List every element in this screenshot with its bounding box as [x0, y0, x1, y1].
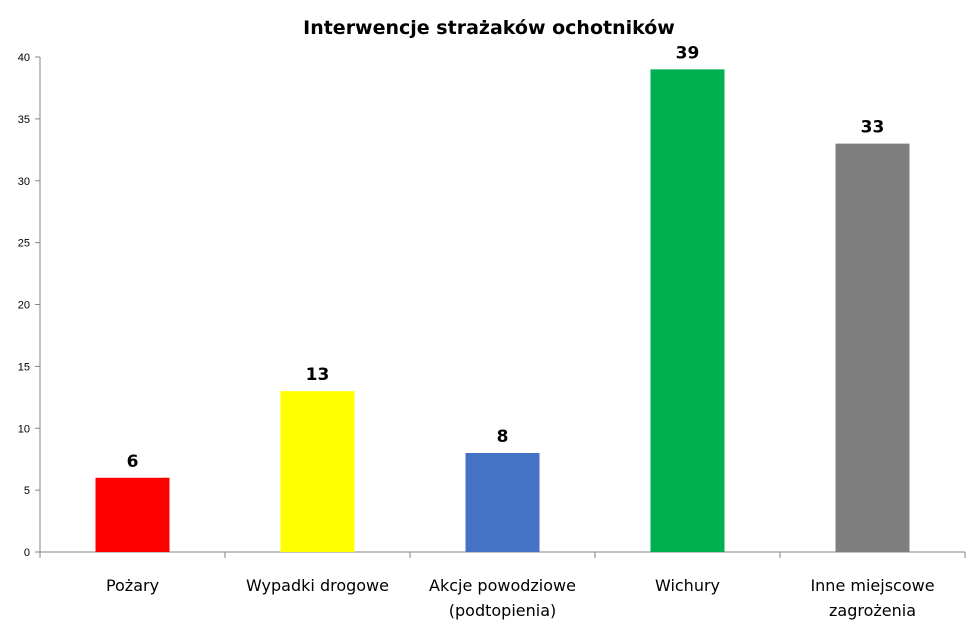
y-tick-label: 40	[18, 52, 30, 64]
data-label: 13	[306, 365, 330, 385]
y-tick-label: 15	[18, 361, 30, 373]
bar	[95, 477, 170, 552]
category-label: (podtopienia)	[449, 601, 556, 620]
data-label: 6	[127, 452, 139, 472]
chart-title: Interwencje strażaków ochotników	[303, 17, 675, 39]
category-label: Akcje powodziowe	[429, 576, 576, 595]
category-label: Pożary	[106, 576, 159, 595]
y-axis: 0 5 10 15 20 25 30 35 40	[18, 52, 41, 559]
y-tick-label: 35	[18, 114, 30, 126]
category-label: Inne miejscowe	[810, 576, 934, 595]
data-labels-group: 6 13 8 39 33	[127, 43, 885, 471]
y-tick-label: 0	[24, 547, 30, 559]
data-label: 8	[497, 427, 509, 447]
bar	[465, 453, 540, 552]
data-label: 33	[861, 118, 885, 138]
bar	[280, 391, 355, 552]
category-label: Wichury	[655, 576, 720, 595]
category-label: Wypadki drogowe	[246, 576, 389, 595]
bar	[650, 69, 725, 552]
x-axis	[39, 551, 966, 558]
bar	[835, 143, 910, 552]
y-tick-label: 5	[24, 485, 30, 497]
data-label: 39	[676, 43, 700, 63]
y-tick-label: 10	[18, 423, 30, 435]
y-tick-label: 30	[18, 176, 30, 188]
bars-group	[95, 69, 910, 552]
y-tick-label: 25	[18, 238, 30, 250]
category-labels-group: Pożary Wypadki drogowe Akcje powodziowe (po…	[106, 576, 935, 620]
y-tick-label: 20	[18, 300, 30, 312]
category-label: zagrożenia	[829, 601, 916, 620]
